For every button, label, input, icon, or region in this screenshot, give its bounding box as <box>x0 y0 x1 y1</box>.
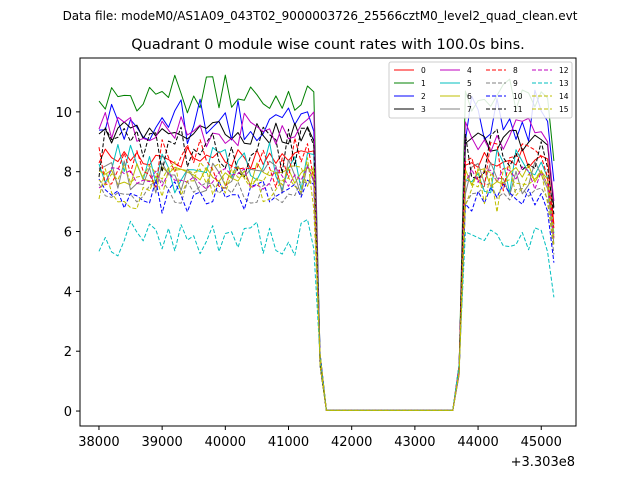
x-tick-label: 38000 <box>78 435 119 450</box>
legend-label-15: 15 <box>559 105 569 114</box>
y-tick-label: 0 <box>64 405 72 420</box>
legend-label-11: 11 <box>513 105 523 114</box>
y-axis: 0 2 4 6 8 10 <box>55 106 80 420</box>
x-tick-label: 41000 <box>268 435 309 450</box>
y-tick-label: 2 <box>64 345 72 360</box>
chart-title: Quadrant 0 module wise count rates with … <box>131 37 525 53</box>
x-tick-label: 43000 <box>394 435 435 450</box>
series-line-8 <box>98 137 555 411</box>
legend-label-9: 9 <box>513 79 518 88</box>
x-axis: 38000 39000 40000 41000 42000 43000 44000 45000 <box>78 426 562 450</box>
plot-lines <box>98 74 555 411</box>
legend-label-5: 5 <box>467 79 472 88</box>
legend-label-3: 3 <box>421 105 426 114</box>
y-tick-label: 8 <box>64 166 72 181</box>
legend-label-12: 12 <box>559 66 569 75</box>
legend-label-2: 2 <box>421 92 426 101</box>
legend-label-1: 1 <box>421 79 426 88</box>
series-line-15 <box>98 163 555 411</box>
y-tick-label: 6 <box>64 226 72 241</box>
x-tick-label: 45000 <box>521 435 562 450</box>
x-tick-label: 42000 <box>331 435 372 450</box>
legend-label-6: 6 <box>467 92 472 101</box>
y-tick-label: 4 <box>64 285 72 300</box>
suptitle: Data file: modeM0/AS1A09_043T02_90000037… <box>63 9 578 23</box>
x-tick-label: 39000 <box>141 435 182 450</box>
legend-label-13: 13 <box>559 79 569 88</box>
legend-label-7: 7 <box>467 105 472 114</box>
plot-frame <box>79 57 577 427</box>
legend-label-0: 0 <box>421 66 426 75</box>
legend-label-4: 4 <box>467 66 472 75</box>
legend-label-10: 10 <box>513 92 523 101</box>
series-line-13 <box>98 219 555 411</box>
x-tick-label: 40000 <box>205 435 246 450</box>
y-tick-label: 10 <box>55 106 72 121</box>
x-tick-label: 44000 <box>457 435 498 450</box>
legend-label-8: 8 <box>513 66 518 75</box>
legend-label-14: 14 <box>559 92 569 101</box>
x-offset-label: +3.303e8 <box>511 455 575 470</box>
legend-box <box>388 61 573 119</box>
